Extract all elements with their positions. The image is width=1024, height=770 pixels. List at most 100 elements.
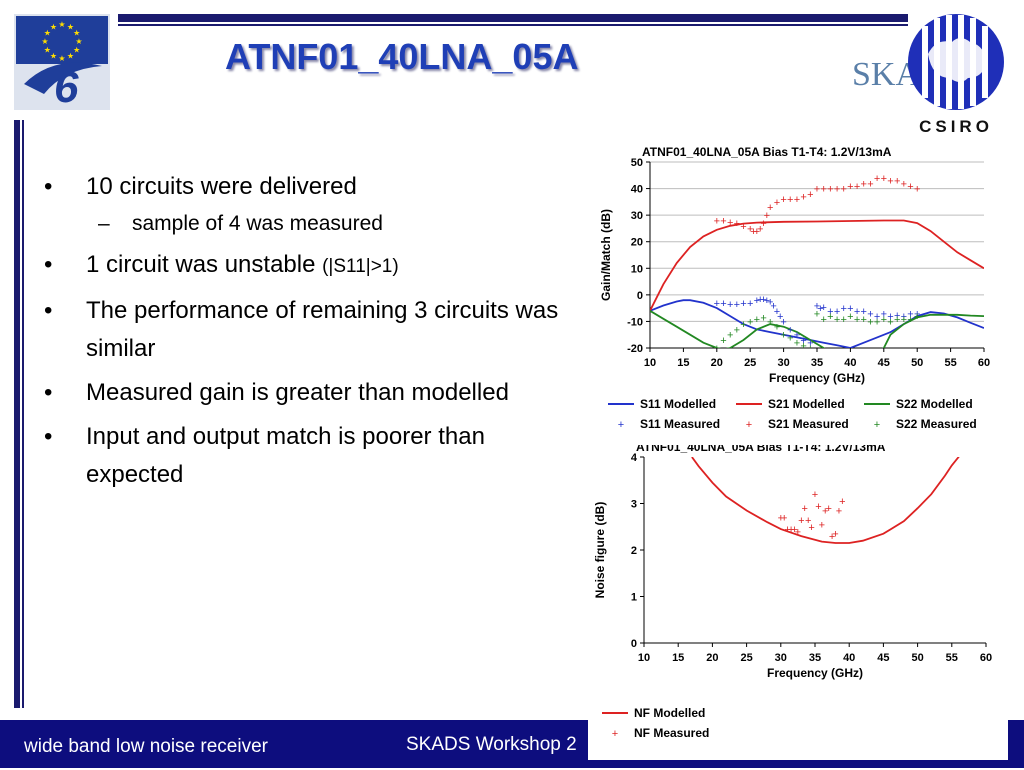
data-point-marker: + xyxy=(887,176,893,188)
legend-label: S22 Measured xyxy=(896,417,977,431)
data-point-marker: + xyxy=(827,306,833,318)
data-point-marker: + xyxy=(841,184,847,196)
data-point-marker: + xyxy=(861,306,867,318)
data-point-marker: + xyxy=(841,314,847,326)
data-point-marker: + xyxy=(874,316,880,328)
data-point-marker: + xyxy=(815,501,821,513)
data-point-marker: + xyxy=(720,298,726,310)
data-point-marker: + xyxy=(834,314,840,326)
data-point-marker: + xyxy=(720,215,726,227)
x-tick-label: 45 xyxy=(878,357,890,369)
chart-title: ATNF01_40LNA_05A Bias T1-T4: 1.2V/13mA xyxy=(636,445,886,454)
legend-label: NF Modelled xyxy=(634,706,705,720)
eu-star: ★ xyxy=(50,22,57,31)
data-point-marker: + xyxy=(825,503,831,515)
x-tick-label: 20 xyxy=(711,357,723,369)
data-point-marker: + xyxy=(867,178,873,190)
bullet-item: • Measured gain is greater than modelled xyxy=(44,379,509,406)
data-point-marker: + xyxy=(727,299,733,311)
eu-framework-logo: ★★★★★★★★★ ★ ★★ 6 xyxy=(14,14,110,110)
data-point-marker: + xyxy=(874,311,880,323)
data-point-marker: + xyxy=(788,524,794,536)
y-tick-label: -20 xyxy=(627,343,643,355)
y-tick-label: 10 xyxy=(631,263,643,275)
y-tick-label: 1 xyxy=(631,592,637,604)
data-point-marker: + xyxy=(734,324,740,336)
data-point-marker: + xyxy=(800,340,806,352)
bullet-item: • 1 circuit was unstable (|S11|>1) xyxy=(44,251,399,278)
data-point-marker: + xyxy=(767,316,773,328)
data-point-marker: + xyxy=(802,503,808,515)
sub-bullet-item: – sample of 4 was measured xyxy=(98,212,383,235)
data-point-marker: + xyxy=(832,529,838,541)
x-tick-label: 15 xyxy=(677,357,689,369)
x-tick-label: 20 xyxy=(706,652,718,664)
legend-swatch: + xyxy=(746,419,752,431)
data-point-marker: + xyxy=(861,314,867,326)
data-point-marker: + xyxy=(854,181,860,193)
data-point-marker: + xyxy=(829,531,835,543)
bullet-text: 10 circuits were delivered xyxy=(86,173,357,200)
eu-star: ★ xyxy=(73,46,80,55)
data-point-marker: + xyxy=(780,330,786,342)
data-point-marker: + xyxy=(787,194,793,206)
data-point-marker: + xyxy=(714,343,720,355)
data-point-marker: + xyxy=(747,223,753,235)
plot-area: + + + + + + ++++++++++ + + ++++ + + + + + + + + + + + + + ++ + + +… xyxy=(650,173,984,355)
data-point-marker: + xyxy=(914,311,920,323)
legend-label: NF Measured xyxy=(634,726,709,740)
left-rule xyxy=(14,120,20,708)
data-point-marker: + xyxy=(861,178,867,190)
data-point-marker: + xyxy=(720,335,726,347)
data-point-marker: + xyxy=(727,330,733,342)
data-point-marker: + xyxy=(780,194,786,206)
x-tick-label: 50 xyxy=(911,357,923,369)
series-line xyxy=(650,310,984,348)
eu-star: ★ xyxy=(58,20,65,29)
csiro-logo: CSIRO xyxy=(908,14,1004,136)
legend-label: S11 Modelled xyxy=(640,397,716,411)
data-point-marker: + xyxy=(798,515,804,527)
bullet-note: (|S11|>1) xyxy=(322,256,399,277)
data-point-marker: + xyxy=(754,295,760,307)
data-point-marker: + xyxy=(787,324,793,336)
gain-match-chart: ATNF01_40LNA_05A Bias T1-T4: 1.2V/13mA -2… xyxy=(599,145,990,431)
data-point-marker: + xyxy=(794,194,800,206)
data-point-marker: + xyxy=(820,184,826,196)
x-axis-label: Frequency (GHz) xyxy=(767,666,863,680)
data-point-marker: + xyxy=(874,173,880,185)
y-tick-label: 30 xyxy=(631,210,643,222)
data-point-marker: + xyxy=(764,210,770,222)
data-point-marker: + xyxy=(807,343,813,355)
data-point-marker: + xyxy=(714,298,720,310)
data-point-marker: + xyxy=(781,512,787,524)
x-tick-label: 60 xyxy=(978,357,990,369)
y-tick-label: 50 xyxy=(631,157,643,169)
data-point-marker: + xyxy=(812,489,818,501)
eu-star: ★ xyxy=(41,37,48,46)
x-tick-label: 45 xyxy=(877,652,889,664)
data-point-marker: + xyxy=(901,311,907,323)
y-tick-label: 2 xyxy=(631,545,637,557)
data-point-marker: + xyxy=(894,310,900,322)
data-point-marker: + xyxy=(819,519,825,531)
data-point-marker: + xyxy=(791,524,797,536)
eu-star: ★ xyxy=(44,29,51,38)
data-point-marker: + xyxy=(800,192,806,204)
left-rule-thin xyxy=(22,120,24,708)
data-point-marker: + xyxy=(881,314,887,326)
x-tick-label: 40 xyxy=(844,357,856,369)
data-point-marker: + xyxy=(847,303,853,315)
data-point-marker: + xyxy=(740,319,746,331)
legend-label: S11 Measured xyxy=(640,417,720,431)
bullet-text: Input and output match is poorer than ex… xyxy=(86,423,485,488)
x-tick-label: 35 xyxy=(811,357,823,369)
data-point-marker: + xyxy=(727,217,733,229)
data-point-marker: + xyxy=(760,294,766,306)
data-point-marker: + xyxy=(774,306,780,318)
eu-star: ★ xyxy=(50,52,57,61)
data-point-marker: + xyxy=(807,189,813,201)
data-point-marker: + xyxy=(800,335,806,347)
eu-star: ★ xyxy=(67,22,74,31)
data-point-marker: + xyxy=(750,226,756,238)
